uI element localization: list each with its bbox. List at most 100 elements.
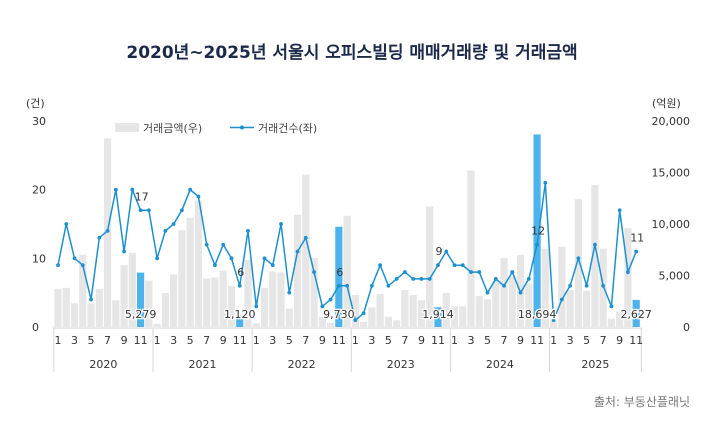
bar bbox=[426, 206, 434, 327]
line-point bbox=[568, 283, 573, 288]
bar bbox=[384, 316, 392, 327]
line-point bbox=[626, 270, 630, 274]
bar bbox=[393, 320, 401, 327]
month-tick-label: 11 bbox=[332, 334, 346, 347]
left-axis-unit: (건) bbox=[26, 97, 45, 110]
month-tick-label: 7 bbox=[501, 334, 508, 347]
year-label: 2022 bbox=[288, 358, 316, 371]
left-tick-label: 20 bbox=[32, 184, 46, 197]
bar bbox=[500, 257, 508, 327]
line-point bbox=[551, 318, 556, 323]
bar bbox=[616, 311, 624, 327]
bar bbox=[541, 248, 549, 327]
bar bbox=[467, 170, 475, 327]
right-axis-unit: (억원) bbox=[652, 97, 681, 110]
bar bbox=[550, 320, 558, 327]
line-point bbox=[155, 256, 160, 261]
line-point bbox=[72, 256, 77, 261]
line-point bbox=[378, 263, 383, 268]
line-point bbox=[452, 263, 457, 268]
amount-data-label: 18,694 bbox=[518, 308, 557, 321]
count-data-label: 6 bbox=[336, 266, 343, 279]
year-label: 2021 bbox=[189, 358, 217, 371]
bar bbox=[607, 318, 616, 327]
bar bbox=[591, 184, 599, 327]
month-tick-label: 5 bbox=[484, 334, 491, 347]
bar bbox=[153, 323, 161, 327]
line-point bbox=[105, 228, 110, 233]
line-point bbox=[287, 290, 292, 295]
line-point bbox=[394, 277, 399, 281]
line-point bbox=[196, 194, 201, 199]
legend-line-marker bbox=[240, 125, 244, 130]
line-point bbox=[303, 235, 308, 240]
line-point bbox=[609, 304, 614, 309]
bar bbox=[401, 289, 409, 327]
month-tick-label: 3 bbox=[368, 334, 375, 347]
count-data-label: 17 bbox=[135, 190, 149, 203]
count-data-label: 6 bbox=[237, 266, 244, 279]
line-point bbox=[295, 249, 300, 254]
left-tick-label: 30 bbox=[32, 115, 46, 128]
bar bbox=[145, 280, 153, 327]
bar-highlight bbox=[632, 299, 640, 327]
bar bbox=[583, 290, 591, 327]
legend-line-label: 거래건수(좌) bbox=[258, 122, 317, 135]
bar bbox=[343, 215, 351, 327]
bar bbox=[409, 295, 417, 327]
bar bbox=[194, 200, 203, 327]
month-tick-label: 9 bbox=[517, 334, 524, 347]
month-tick-label: 7 bbox=[302, 334, 309, 347]
line-point bbox=[559, 297, 564, 302]
month-tick-label: 7 bbox=[401, 334, 408, 347]
month-tick-label: 3 bbox=[269, 334, 276, 347]
bar-highlight bbox=[137, 272, 145, 327]
bar bbox=[203, 278, 211, 327]
amount-data-label: 1,914 bbox=[422, 308, 454, 321]
line-point bbox=[138, 208, 143, 213]
line-point bbox=[411, 277, 416, 281]
bar bbox=[95, 288, 103, 327]
bar bbox=[269, 271, 277, 327]
source-note: 출처: 부동산플래닛 bbox=[594, 395, 690, 409]
year-label: 2024 bbox=[486, 358, 514, 371]
line-point bbox=[427, 277, 432, 281]
line-point bbox=[361, 311, 366, 316]
month-tick-label: 7 bbox=[203, 334, 210, 347]
bar bbox=[483, 299, 492, 327]
line-point bbox=[469, 270, 473, 274]
month-tick-label: 1 bbox=[154, 334, 161, 347]
month-tick-label: 9 bbox=[418, 334, 425, 347]
line-point bbox=[535, 242, 539, 247]
line-point bbox=[353, 318, 358, 323]
year-label: 2025 bbox=[581, 358, 609, 371]
bar bbox=[360, 321, 368, 327]
month-tick-label: 3 bbox=[468, 334, 475, 347]
bar bbox=[70, 303, 79, 327]
bar bbox=[186, 217, 194, 327]
year-label: 2023 bbox=[387, 358, 415, 371]
bar bbox=[252, 323, 260, 327]
bar bbox=[293, 214, 302, 327]
line-point bbox=[584, 283, 589, 288]
line-point bbox=[122, 249, 126, 254]
month-tick-label: 11 bbox=[134, 334, 148, 347]
line-point bbox=[130, 187, 135, 192]
bar bbox=[211, 277, 219, 327]
year-label: 2020 bbox=[89, 358, 117, 371]
count-data-label: 9 bbox=[435, 245, 442, 258]
month-tick-label: 5 bbox=[583, 334, 590, 347]
bar bbox=[87, 303, 95, 327]
line-point bbox=[436, 263, 440, 268]
month-tick-label: 11 bbox=[431, 334, 445, 347]
line-point bbox=[146, 208, 151, 213]
month-tick-label: 9 bbox=[220, 334, 227, 347]
count-data-label: 12 bbox=[531, 225, 545, 238]
month-tick-label: 1 bbox=[352, 334, 359, 347]
line-point bbox=[80, 263, 85, 268]
chart-title: 2020년~2025년 서울시 오피스빌딩 매매거래량 및 거래금액 bbox=[126, 43, 577, 63]
amount-data-label: 9,730 bbox=[323, 308, 355, 321]
line-point bbox=[221, 242, 226, 247]
bar bbox=[120, 265, 128, 327]
